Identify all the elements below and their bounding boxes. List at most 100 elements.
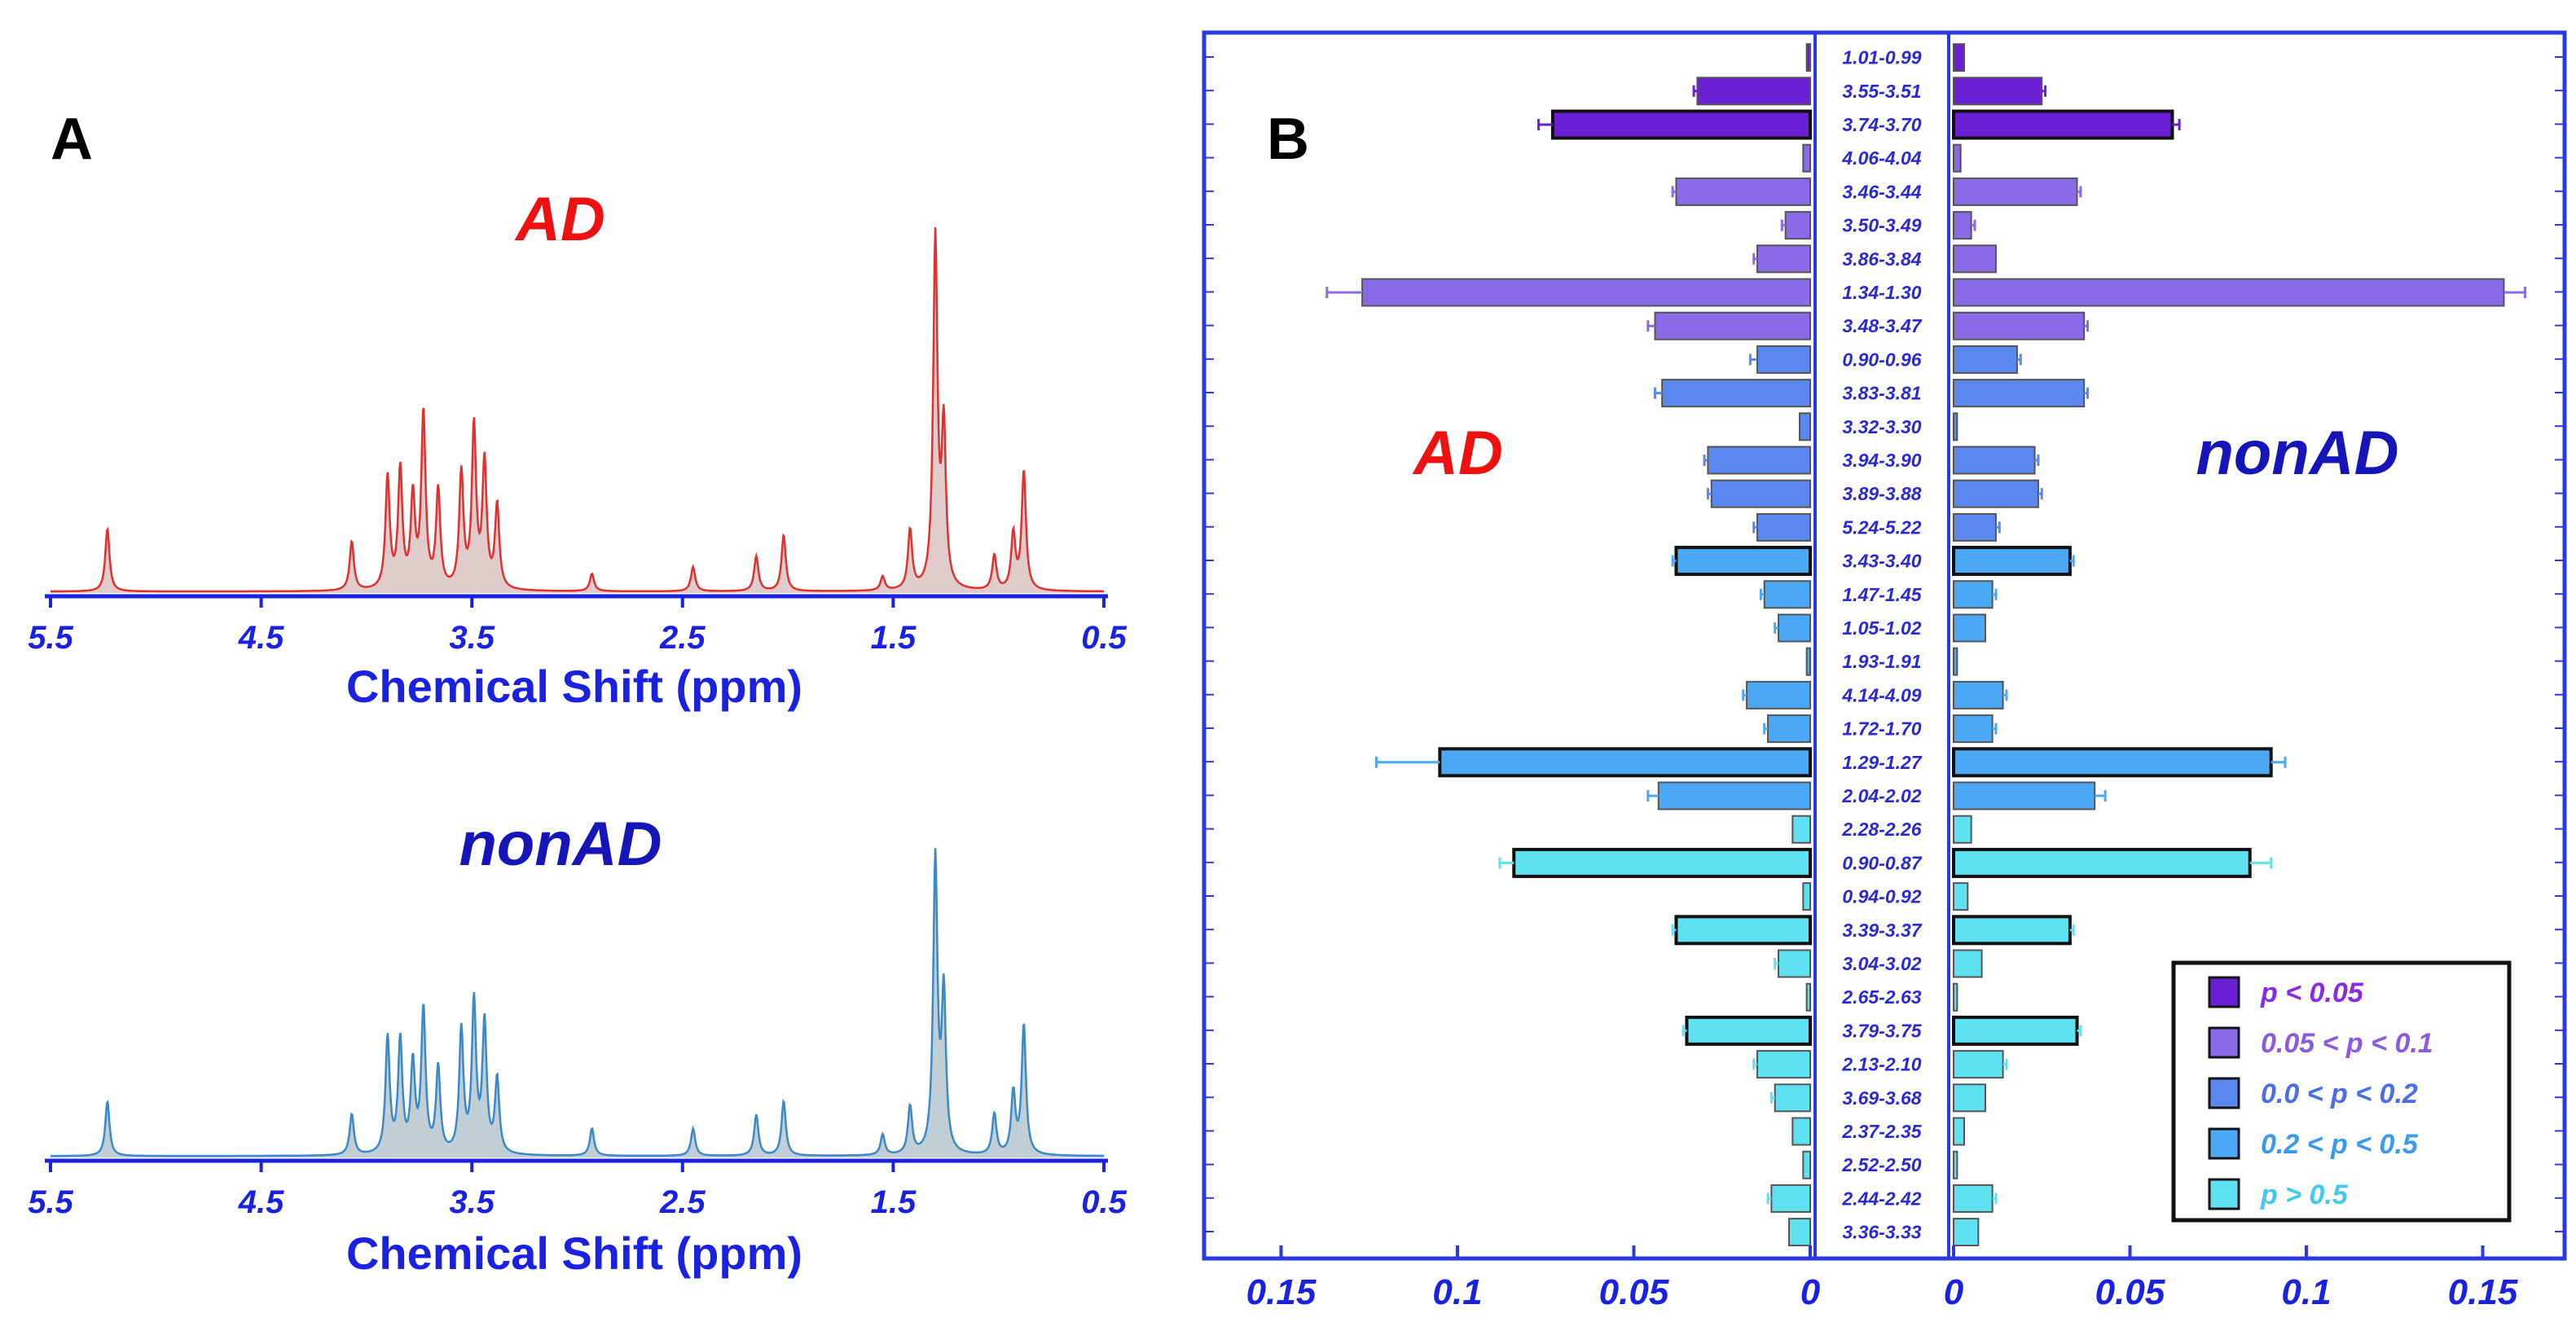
category-label: 2.04-2.02 — [1841, 785, 1921, 806]
nonad-bar — [1953, 345, 2018, 374]
panel-a-letter: A — [51, 107, 93, 172]
nonad-bar — [1953, 1083, 1986, 1113]
spectrum-ad-fill — [51, 227, 1104, 593]
nonad-axis-tick-label: 0.1 — [2281, 1272, 2331, 1312]
ad-axis-tick-label: 0.1 — [1432, 1272, 1482, 1312]
nonad-axis-tick-label: 0.05 — [2095, 1272, 2165, 1312]
category-label: 1.29-1.27 — [1842, 752, 1922, 773]
nonad-bar — [1953, 580, 1994, 609]
ppm-tick-label: 5.5 — [28, 620, 73, 656]
category-labels: 1.01-0.99 3.55-3.51 3.74-3.70 4.06-4.04 3.46… — [1841, 47, 1922, 1243]
nonad-bar — [1953, 143, 1962, 173]
nonad-bar — [1952, 109, 2174, 140]
ad-bar — [1791, 815, 1812, 844]
ppm-tick-label: 3.5 — [449, 1184, 495, 1220]
ad-bar — [1805, 982, 1811, 1012]
category-label: 3.74-3.70 — [1842, 114, 1921, 135]
spectrum-ad-xlabel: Chemical Shift (ppm) — [346, 661, 802, 712]
ppm-tick-label: 1.5 — [871, 1184, 917, 1220]
category-label: 2.13-2.10 — [1841, 1054, 1921, 1075]
bar-ad-label: AD — [1412, 419, 1503, 488]
nonad-axis-tick-label: 0.15 — [2448, 1272, 2518, 1312]
category-label: 3.36-3.33 — [1842, 1222, 1921, 1243]
category-label: 3.32-3.30 — [1842, 416, 1921, 437]
category-label: 1.93-1.91 — [1842, 651, 1921, 672]
ad-bar — [1654, 311, 1811, 340]
ad-bar — [1685, 1015, 1812, 1046]
ad-bar — [1799, 412, 1812, 441]
category-label: 3.79-3.75 — [1842, 1020, 1922, 1041]
spectrum-ad: AD 5.5 4.5 3.5 2.5 1.5 0.5 Chemical Shift (pp… — [28, 185, 1127, 712]
ad-bars — [1325, 43, 1813, 1247]
category-label: 3.48-3.47 — [1842, 315, 1922, 336]
ad-bar — [1767, 714, 1812, 744]
spectrum-nonad: nonAD 5.5 4.5 3.5 2.5 1.5 0.5 Chemical Shift … — [28, 810, 1127, 1279]
ppm-tick-label: 0.5 — [1081, 1184, 1127, 1220]
category-label: 3.46-3.44 — [1842, 181, 1921, 202]
nonad-bar — [1953, 412, 1958, 441]
category-label: 2.52-2.50 — [1841, 1154, 1921, 1175]
nonad-bar — [1952, 546, 2072, 577]
ad-bar — [1675, 177, 1811, 206]
category-label: 3.50-3.49 — [1842, 215, 1921, 236]
spectrum-nonad-xlabel: Chemical Shift (ppm) — [346, 1228, 802, 1279]
nonad-bar — [1953, 512, 1997, 542]
nonad-bar — [1953, 882, 1969, 911]
ppm-tick-label: 2.5 — [659, 620, 706, 656]
nonad-bar — [1953, 311, 2086, 340]
ad-bar — [1674, 915, 1812, 946]
nonad-bar — [1953, 680, 2004, 709]
category-label: 3.94-3.90 — [1842, 450, 1921, 471]
legend-swatch — [2208, 1026, 2240, 1059]
nonad-bar — [1953, 613, 1986, 643]
bar-chart-frame — [1202, 30, 2567, 1261]
nonad-bar — [1953, 77, 2043, 106]
category-label: 1.01-0.99 — [1842, 47, 1921, 68]
legend-swatch — [2208, 1127, 2240, 1160]
nonad-bar — [1952, 915, 2072, 946]
category-label: 3.83-3.81 — [1842, 383, 1921, 404]
nonad-bar — [1953, 714, 1994, 744]
nonad-bar — [1952, 1015, 2079, 1046]
category-label: 1.72-1.70 — [1842, 718, 1921, 740]
nonad-bar — [1953, 949, 1983, 978]
legend-label: 0.05 < p < 0.1 — [2261, 1028, 2433, 1059]
category-label: 3.39-3.37 — [1842, 920, 1922, 941]
nonad-bar — [1953, 479, 2039, 508]
nonad-bar — [1953, 211, 1972, 240]
ad-bar — [1763, 580, 1811, 609]
panel-b-letter: B — [1267, 107, 1309, 172]
category-label: 2.37-2.35 — [1841, 1121, 1922, 1142]
category-label: 4.14-4.09 — [1841, 684, 1921, 705]
panel-b: B 1.01-0.99 3.55-3.51 3.74-3.70 4.06-4.04 3.… — [1202, 30, 2567, 1312]
ad-bar — [1802, 882, 1812, 911]
ad-bar — [1788, 1218, 1812, 1247]
category-label: 3.43-3.40 — [1842, 551, 1921, 572]
category-label: 1.05-1.02 — [1842, 617, 1921, 639]
nonad-bar — [1953, 177, 2078, 206]
spectrum-nonad-label: nonAD — [459, 810, 662, 879]
nonad-axis-tick-label: 0 — [1944, 1272, 1964, 1312]
category-label: 3.86-3.84 — [1842, 248, 1921, 270]
ad-bar — [1707, 446, 1811, 475]
ad-bar — [1756, 244, 1812, 274]
ad-axis-tick-label: 0.15 — [1246, 1272, 1317, 1312]
ad-bar — [1756, 1050, 1812, 1079]
nonad-bar — [1953, 781, 2096, 810]
ad-bar — [1696, 77, 1811, 106]
legend-swatch — [2208, 1178, 2240, 1210]
spectrum-nonad-ticks: 5.5 4.5 3.5 2.5 1.5 0.5 — [28, 1161, 1128, 1220]
ad-bar — [1802, 143, 1812, 173]
ad-bar — [1361, 278, 1811, 307]
ppm-tick-label: 4.5 — [238, 620, 284, 656]
ad-bar — [1756, 512, 1812, 542]
category-label: 3.04-3.02 — [1842, 953, 1921, 974]
spectrum-ad-label: AD — [514, 185, 605, 254]
spectrum-ad-line — [51, 227, 1104, 593]
nonad-bar — [1953, 1050, 2004, 1079]
ad-bar — [1791, 1117, 1812, 1146]
ad-bar — [1674, 546, 1812, 577]
category-label: 1.34-1.30 — [1842, 282, 1921, 303]
category-label: 3.89-3.88 — [1842, 483, 1921, 504]
